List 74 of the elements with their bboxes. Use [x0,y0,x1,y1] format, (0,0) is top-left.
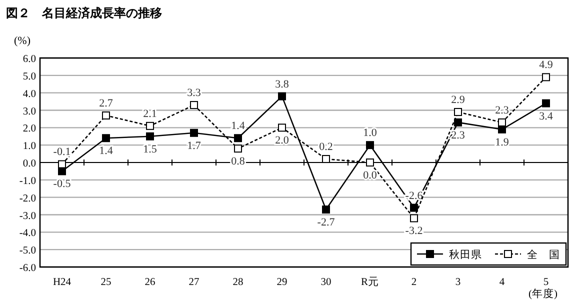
legend-label: 秋田県 [449,249,482,261]
x-tick-label: 3 [455,277,461,288]
data-label: 2.1 [143,108,157,120]
x-tick-label: 2 [411,277,417,288]
point [58,160,66,168]
y-tick-label: 4.0 [22,88,36,100]
point [190,101,198,110]
data-label: 1.4 [231,120,246,132]
x-tick-label: 29 [276,277,288,288]
y-tick-label: -1.0 [19,176,36,187]
data-label: 3.4 [539,110,554,122]
y-tick-label: -3.0 [19,210,36,222]
legend-label: 全 国 [527,249,560,261]
y-tick-label: 0.0 [22,158,36,170]
point [366,158,374,166]
x-tick-label: H24 [52,277,72,288]
data-label: 4.9 [539,59,554,72]
y-tick-label: 6.0 [22,54,36,65]
y-tick-label: -4.0 [19,228,36,240]
data-label: 1.0 [363,127,378,140]
point [190,128,198,137]
point [102,111,110,120]
point [278,124,286,132]
x-tick-label: 26 [144,277,156,288]
data-label: 2.3 [451,129,466,142]
data-label: 0.0 [363,170,378,182]
y-tick-label: 5.0 [22,71,36,82]
data-label: 3.3 [187,87,202,100]
data-label: 3.8 [275,78,290,90]
point [146,132,154,140]
y-tick-label: -5.0 [19,246,36,257]
point [278,92,286,100]
x-tick-label: 25 [100,277,112,288]
x-tick-label: 30 [320,277,332,288]
data-label: 2.3 [495,104,510,116]
point [410,214,418,222]
data-label: 1.5 [143,143,158,156]
data-label: 2.0 [275,134,290,147]
data-label: -0.5 [53,178,72,190]
point [410,204,418,212]
point [322,206,330,214]
y-tick-label: -6.0 [19,263,36,274]
data-label: 2.9 [451,94,466,106]
y-axis-title: (%) [14,35,31,47]
x-tick-label: 4 [499,277,506,288]
y-tick-label: 3.0 [22,106,36,118]
point [498,118,506,126]
point [102,134,110,142]
point [366,141,374,150]
x-tick-label: R元 [360,276,380,288]
data-label: -0.1 [53,146,71,158]
y-tick-label: -2.0 [19,193,36,204]
data-label: -3.2 [405,225,423,238]
y-tick-label: 1.0 [22,141,36,152]
x-tick-label: 5 [543,277,549,288]
point [322,155,330,164]
data-label: -2.7 [317,216,336,229]
x-axis-title: (年度) [528,287,558,300]
point [454,108,462,116]
chart-title: 図２ 名目経済成長率の推移 [6,6,162,20]
data-label: 1.7 [187,140,202,152]
point [542,73,550,82]
data-label: 2.7 [99,97,114,110]
point [146,122,154,130]
point [454,118,462,126]
x-tick-label: 27 [188,277,200,288]
data-label: 0.2 [319,141,333,154]
y-tick-label: 2.0 [22,124,36,135]
point [234,134,242,142]
point [542,99,550,108]
point [234,144,242,153]
data-label: 1.9 [495,136,510,148]
data-label: 1.4 [99,145,114,158]
x-tick-label: 28 [232,277,244,288]
